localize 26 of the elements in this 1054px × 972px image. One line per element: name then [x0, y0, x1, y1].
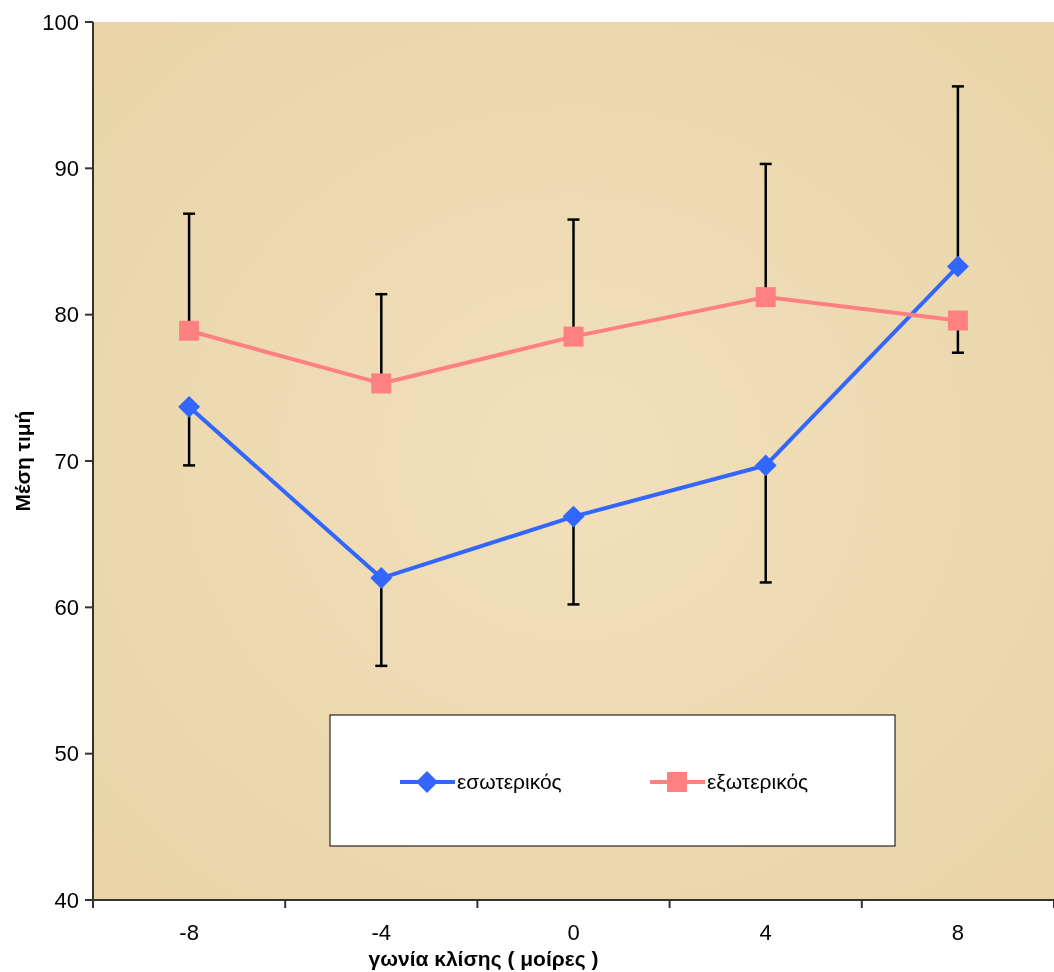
y-tick-label: 80 [54, 302, 79, 328]
point [754, 454, 777, 477]
x-tick-label: 4 [759, 920, 772, 945]
point [946, 255, 969, 278]
y-tick-label: 100 [42, 9, 79, 35]
point [371, 373, 392, 394]
x-tick-label: -4 [371, 920, 392, 945]
point [947, 310, 968, 331]
y-tick-label: 40 [54, 887, 79, 913]
x-axis-title: γωνία κλίσης ( μοίρες ) [368, 947, 599, 971]
legend-label: εξωτερικός [707, 770, 809, 794]
point [179, 320, 200, 341]
x-tick-label: 0 [567, 920, 580, 945]
y-tick-label: 60 [54, 595, 79, 621]
point [563, 326, 584, 347]
y-tick-label: 50 [54, 741, 79, 767]
x-tick-label: 8 [951, 920, 965, 945]
y-axis-title: Μέση τιμή [11, 410, 34, 512]
x-tick-label: -8 [179, 920, 199, 945]
legend-label: εσωτερικός [457, 770, 562, 794]
y-tick-label: 70 [54, 448, 79, 474]
point [178, 395, 201, 418]
y-tick-label: 90 [54, 156, 79, 182]
point [755, 287, 776, 308]
point [562, 505, 585, 528]
point [370, 567, 393, 590]
